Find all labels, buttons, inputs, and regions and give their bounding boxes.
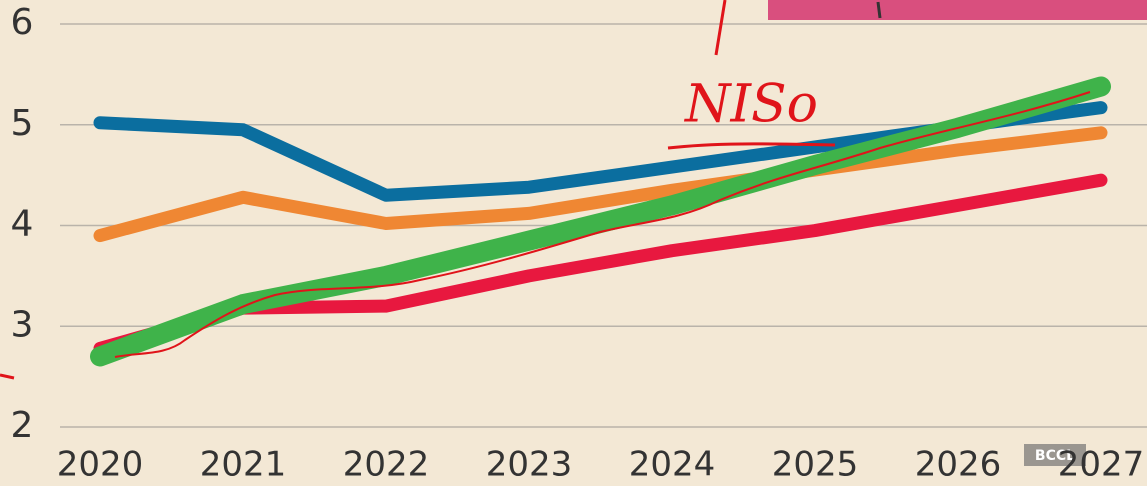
y-tick-label: 6 <box>11 2 34 43</box>
decor-stroke <box>878 2 880 18</box>
annotation: NISo <box>683 75 818 135</box>
x-tick-label: 2025 <box>772 445 859 485</box>
x-tick-label: 2023 <box>486 445 573 485</box>
x-tick-label: 2020 <box>57 445 144 485</box>
chart: NISo BCCL 234562020202120222023202420252… <box>0 0 1147 486</box>
background <box>0 0 1147 486</box>
y-tick-label: 5 <box>11 103 34 144</box>
x-tick-label: 2021 <box>200 445 287 485</box>
x-tick-label: 2026 <box>915 445 1002 485</box>
x-tick-label: 2024 <box>629 445 716 485</box>
x-tick-label: 2022 <box>343 445 430 485</box>
y-tick-label: 2 <box>11 405 34 446</box>
y-tick-label: 4 <box>11 204 34 245</box>
decor-panel <box>768 0 1147 20</box>
y-tick-label: 3 <box>11 304 34 345</box>
x-tick-label: 2027 <box>1058 445 1145 485</box>
